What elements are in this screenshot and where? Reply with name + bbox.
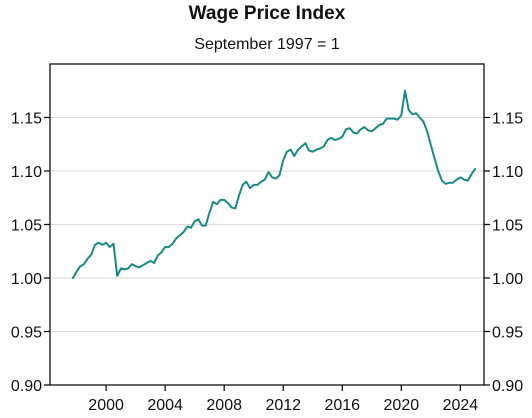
chart-title: Wage Price Index [189,3,346,24]
y-tick-label: 1.05 [492,218,523,235]
y-tick-label: 1.00 [492,271,523,288]
x-tick-label: 2004 [147,397,183,414]
y-tick-label: 0.95 [492,325,523,342]
y-tick-label: 1.10 [11,164,42,181]
y-tick-label: 1.05 [11,218,42,235]
x-tick-label: 2024 [443,397,479,414]
y-tick-label: 1.10 [492,164,523,181]
y-axis-right: 0.90 0.95 1.00 1.05 1.10 1.15 [492,111,523,396]
y-tick-label: 0.90 [492,378,523,395]
tick-marks [44,116,490,391]
wage-price-index-line [71,89,477,279]
x-axis: 2000 2004 2008 2012 2016 2020 2024 [88,397,478,414]
x-tick-label: 2008 [206,397,242,414]
x-tick-label: 2020 [384,397,420,414]
series-layer [71,89,477,279]
x-tick-label: 2000 [88,397,124,414]
x-tick-label: 2016 [324,397,360,414]
y-axis-left: 0.90 0.95 1.00 1.05 1.10 1.15 [11,111,42,396]
y-tick-label: 1.15 [11,111,42,128]
y-tick-label: 1.00 [11,271,42,288]
y-tick-label: 0.95 [11,325,42,342]
y-tick-label: 1.15 [492,111,523,128]
x-tick-label: 2012 [265,397,301,414]
y-tick-label: 0.90 [11,378,42,395]
chart-subtitle: September 1997 = 1 [194,36,340,53]
